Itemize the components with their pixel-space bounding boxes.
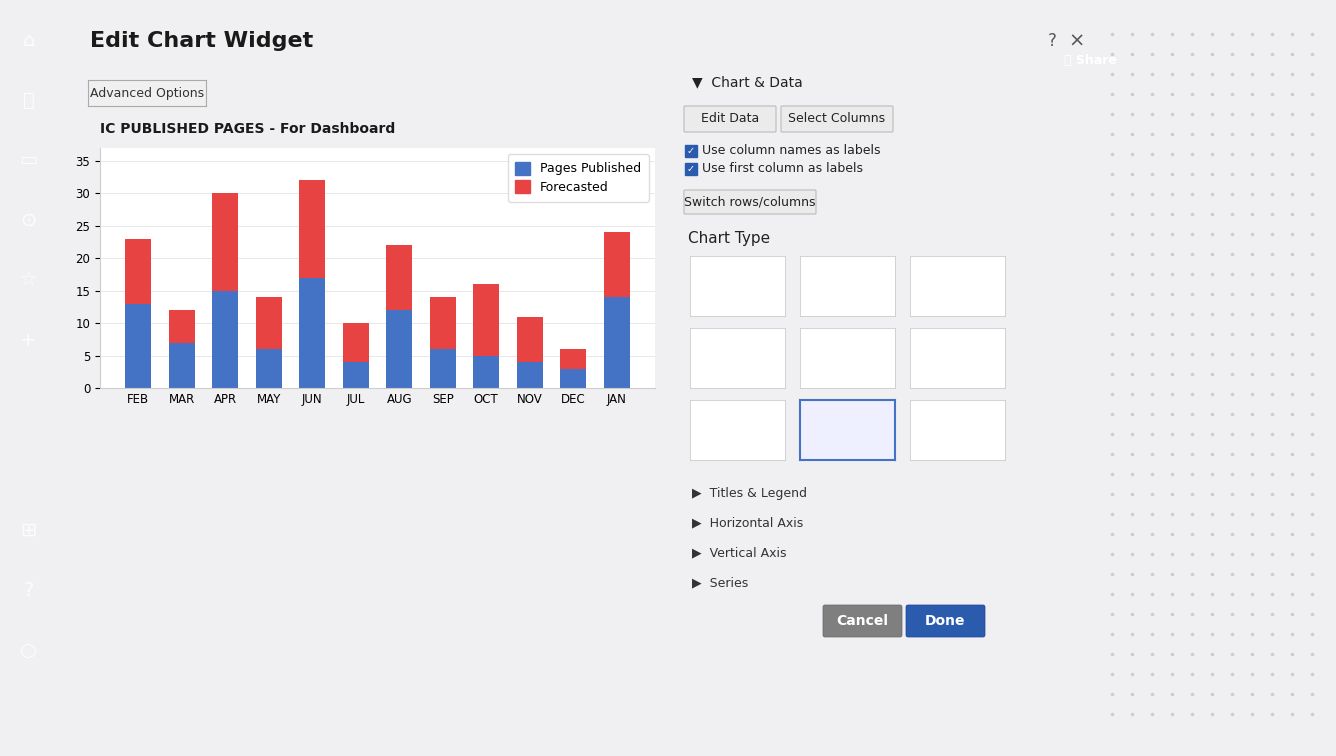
Bar [604, 232, 629, 297]
Text: Cancel: Cancel [836, 614, 888, 628]
Bar [255, 349, 282, 388]
Text: ?: ? [1047, 32, 1057, 50]
Bar [126, 304, 151, 388]
Text: ▭: ▭ [19, 150, 37, 169]
Text: Edit Chart Widget: Edit Chart Widget [90, 31, 313, 51]
FancyBboxPatch shape [685, 145, 697, 157]
Bar [212, 194, 238, 291]
Text: ✓: ✓ [687, 164, 695, 174]
Text: Use first column as labels: Use first column as labels [701, 163, 863, 175]
Bar [386, 245, 413, 310]
Text: ✓: ✓ [687, 146, 695, 156]
FancyBboxPatch shape [684, 190, 816, 214]
Bar [473, 284, 500, 355]
Bar [126, 239, 151, 304]
Text: ×: × [1069, 32, 1085, 51]
Bar [255, 297, 282, 349]
Text: Chart Type: Chart Type [688, 231, 770, 246]
Bar [517, 317, 542, 362]
Bar [386, 310, 413, 388]
Text: 👥 Share: 👥 Share [1063, 54, 1117, 67]
Text: ⊙: ⊙ [20, 210, 36, 230]
Bar [299, 277, 325, 388]
FancyBboxPatch shape [823, 605, 902, 637]
Bar [517, 362, 542, 388]
Bar [168, 310, 195, 342]
Bar [430, 349, 456, 388]
Text: ☆: ☆ [20, 271, 37, 290]
Text: +: + [20, 330, 37, 349]
Bar [168, 342, 195, 388]
Text: 🔔: 🔔 [23, 91, 35, 110]
Text: ▶  Series: ▶ Series [692, 577, 748, 590]
FancyBboxPatch shape [906, 605, 985, 637]
Bar [560, 349, 587, 368]
Bar [299, 181, 325, 277]
Legend: Pages Published, Forecasted: Pages Published, Forecasted [508, 154, 649, 202]
Text: Use column names as labels: Use column names as labels [701, 144, 880, 157]
FancyBboxPatch shape [782, 106, 892, 132]
Bar [212, 291, 238, 388]
Text: Advanced Options: Advanced Options [90, 86, 204, 100]
Text: ▶  Vertical Axis: ▶ Vertical Axis [692, 547, 787, 559]
Bar [473, 355, 500, 388]
Bar [560, 368, 587, 388]
Bar [604, 297, 629, 388]
FancyBboxPatch shape [684, 106, 776, 132]
Text: Edit Data: Edit Data [701, 113, 759, 125]
Text: Switch rows/columns: Switch rows/columns [684, 196, 816, 209]
Bar [430, 297, 456, 349]
Text: ▶  Titles & Legend: ▶ Titles & Legend [692, 487, 807, 500]
FancyBboxPatch shape [685, 163, 697, 175]
Text: Done: Done [925, 614, 965, 628]
Text: ⌂: ⌂ [23, 30, 35, 49]
Text: ▼  Chart & Data: ▼ Chart & Data [692, 75, 803, 89]
Text: ○: ○ [20, 640, 37, 659]
Text: ⊞: ⊞ [20, 520, 36, 540]
Bar [343, 323, 369, 362]
Text: Select Columns: Select Columns [788, 113, 886, 125]
Text: ?: ? [23, 581, 33, 600]
Text: ▶  Horizontal Axis: ▶ Horizontal Axis [692, 516, 803, 529]
Bar [343, 362, 369, 388]
Text: IC PUBLISHED PAGES - For Dashboard: IC PUBLISHED PAGES - For Dashboard [100, 122, 395, 136]
